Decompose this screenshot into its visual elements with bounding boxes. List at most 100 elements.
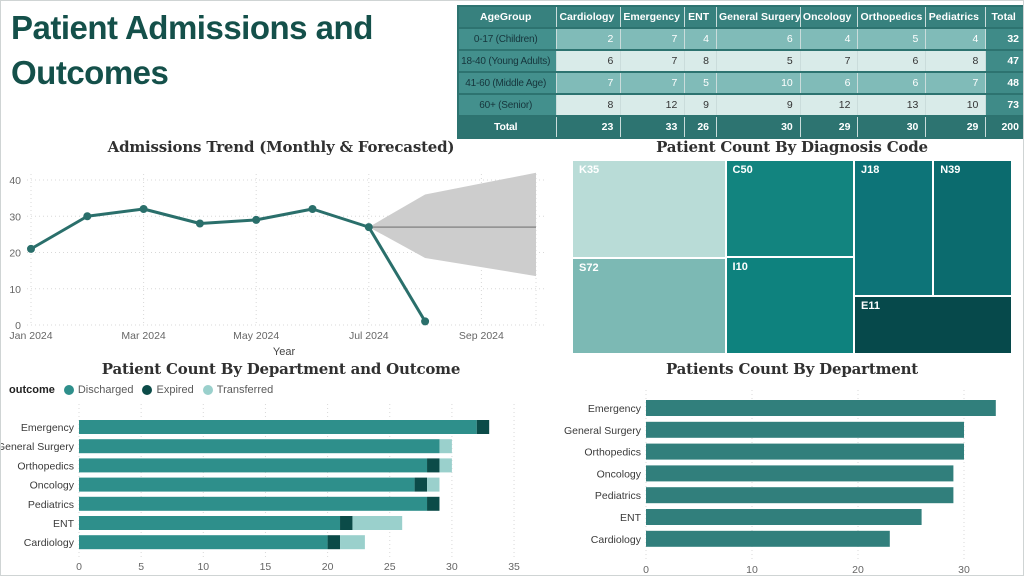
bar-segment-discharged-orthopedics[interactable] [79,458,428,473]
column-header-agegroup[interactable]: AgeGroup [459,7,558,29]
data-point-may-2024[interactable] [252,215,261,224]
table-cell: 7 [556,72,622,95]
category-label-ent: ENT [620,512,642,524]
bar-segment-discharged-oncology[interactable] [79,477,415,492]
table-cell: 30 [857,116,927,137]
bar-oncology[interactable] [646,465,954,482]
x-tick-label: Mar 2024 [121,330,166,342]
diagnosis-treemap: K35 S72 C50 I10 J18 N39 E11 [572,160,1012,354]
treemap-tile-c50[interactable]: C50 [725,160,855,258]
bar-segment-discharged-ent[interactable] [79,516,341,530]
column-header-orthopedics[interactable]: Orthopedics [857,7,927,29]
legend-item-transferred[interactable]: Transferred [202,384,274,396]
bar-segment-discharged-general-surgery[interactable] [79,439,440,454]
table-cell: 30 [716,116,801,137]
data-point-aug-2024[interactable] [421,317,430,326]
table-cell: 4 [925,28,987,51]
category-label-ent: ENT [53,518,75,530]
category-label-orthopedics: Orthopedics [17,460,74,472]
category-label-emergency: Emergency [21,422,75,434]
legend-label: Transferred [216,384,274,396]
bar-segment-expired-orthopedics[interactable] [427,458,440,473]
column-header-emergency[interactable]: Emergency [620,7,686,29]
x-tick-label: 0 [76,561,82,573]
row-total: 47 [985,50,1023,73]
row-label: 41-60 (Middle Age) [459,72,558,95]
category-label-orthopedics: Orthopedics [584,447,641,459]
header-row: AgeGroup Cardiology Emergency ENT General Su… [459,7,1023,29]
table-row: 0-17 (Children) 2 7 4 6 4 5 4 32 [459,28,1023,51]
table-row: 60+ (Senior) 8 12 9 9 12 13 10 73 [459,94,1023,117]
bar-emergency[interactable] [646,400,996,416]
bar-cardiology[interactable] [646,530,890,547]
treemap-tile-s72[interactable]: S72 [572,258,726,354]
treemap-tile-j18[interactable]: J18 [854,160,934,297]
bar-segment-transferred-cardiology[interactable] [340,535,365,550]
bar-pediatrics[interactable] [646,487,954,504]
table-cell: 26 [684,116,717,137]
column-header-ent[interactable]: ENT [684,7,717,29]
legend-item-discharged[interactable]: Discharged [63,384,133,396]
column-header-general-surgery[interactable]: General Surgery [716,7,801,29]
table-row: Total 23 33 26 30 29 30 29 200 [459,116,1023,137]
table-cell: 7 [620,28,686,51]
data-point-apr-2024[interactable] [195,219,204,228]
x-tick-label: 10 [197,561,209,573]
bar-orthopedics[interactable] [646,443,964,460]
x-tick-label: 20 [322,561,334,573]
table-cell: 8 [925,50,987,73]
bar-segment-discharged-pediatrics[interactable] [79,496,428,511]
department-outcome-title: Patient Count By Department and Outcome [101,360,461,378]
x-tick-label: 35 [508,561,520,573]
table-cell: 8 [684,50,717,73]
data-point-mar-2024[interactable] [139,205,148,213]
data-point-jan-2024[interactable] [27,244,35,253]
x-tick-label: 25 [384,561,396,573]
bar-segment-expired-pediatrics[interactable] [427,496,440,511]
bar-general-surgery[interactable] [646,421,964,438]
table-cell: 29 [925,116,987,137]
legend-title: outcome [9,384,55,396]
legend-item-expired[interactable]: Expired [142,384,194,396]
outcome-legend: outcome Discharged Expired Transferred [9,384,273,396]
treemap-tile-n39[interactable]: N39 [933,160,1012,297]
table-cell: 4 [800,28,859,51]
x-tick-label: May 2024 [233,330,279,342]
bar-segment-transferred-orthopedics[interactable] [439,458,452,473]
treemap-tile-k35[interactable]: K35 [572,160,726,259]
bar-segment-expired-oncology[interactable] [414,477,428,492]
column-header-oncology[interactable]: Oncology [800,7,859,29]
column-header-pediatrics[interactable]: Pediatrics [925,7,987,29]
bar-segment-transferred-oncology[interactable] [427,477,440,492]
x-tick-label: 0 [643,564,649,575]
bar-segment-discharged-emergency[interactable] [79,420,477,434]
treemap-tile-i10[interactable]: I10 [725,257,855,354]
data-point-jun-2024[interactable] [308,205,317,213]
treemap-tile-label: S72 [579,262,599,275]
bar-segment-expired-cardiology[interactable] [327,535,341,550]
bar-segment-transferred-general-surgery[interactable] [439,439,452,454]
page-title: Patient Admissions and Outcomes [11,9,373,91]
table-cell: 5 [857,28,927,51]
data-point-feb-2024[interactable] [83,212,92,221]
table-cell: 9 [684,94,717,117]
table-cell: 29 [800,116,859,137]
column-header-cardiology[interactable]: Cardiology [556,7,622,29]
treemap-tile-label: I10 [732,261,748,274]
table-cell: 13 [857,94,927,117]
bar-segment-expired-ent[interactable] [340,516,353,530]
bar-ent[interactable] [646,509,922,525]
row-total: 48 [985,72,1023,95]
table-cell: 7 [925,72,987,95]
bar-segment-transferred-ent[interactable] [352,516,403,530]
category-label-oncology: Oncology [597,468,642,480]
bar-segment-discharged-cardiology[interactable] [79,535,328,550]
row-total: 73 [985,94,1023,117]
admissions-trend-panel: Admissions Trend (Monthly & Forecasted) … [1,136,561,360]
data-point-jul-2024[interactable] [364,223,373,232]
column-header-total[interactable]: Total [985,7,1023,29]
bar-segment-expired-emergency[interactable] [476,420,490,434]
treemap-tile-e11[interactable]: E11 [854,296,1012,354]
table-cell: 7 [620,72,686,95]
